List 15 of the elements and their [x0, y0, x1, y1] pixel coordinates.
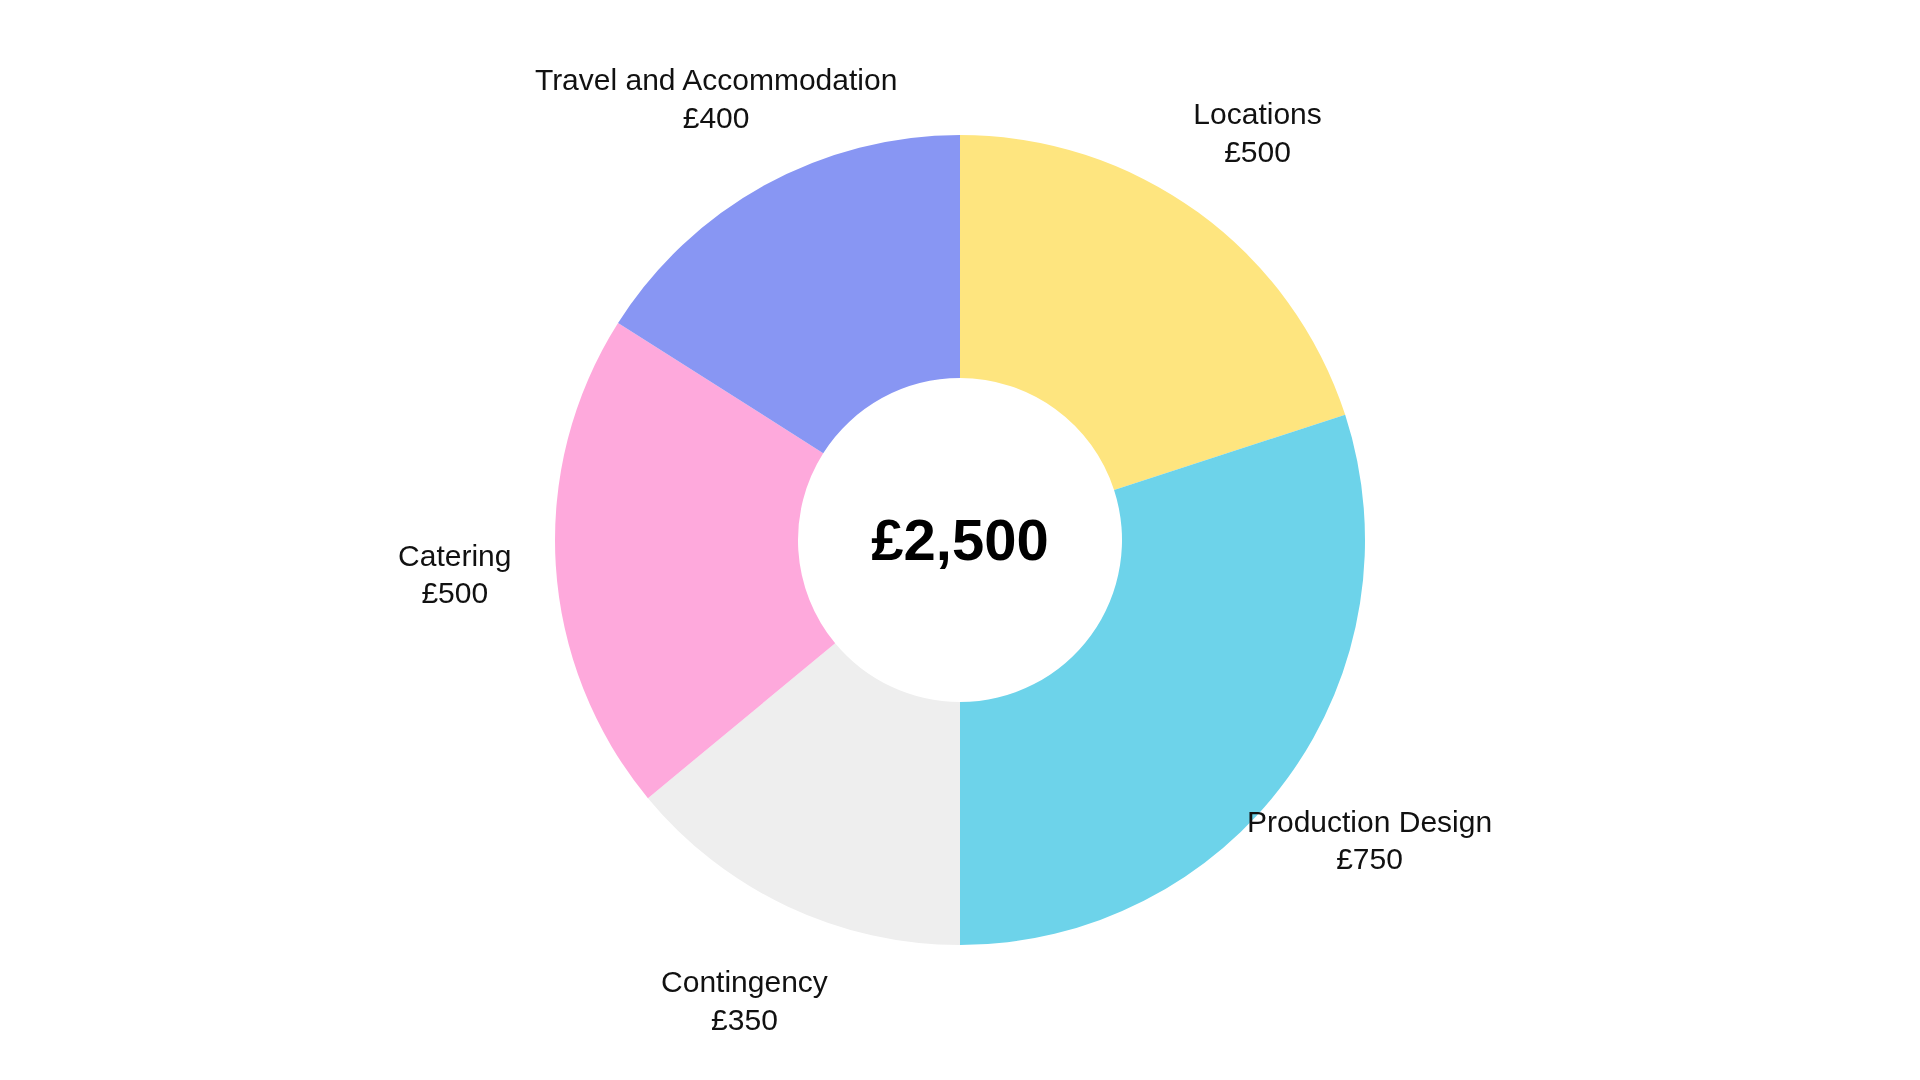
donut-slice: [555, 322, 836, 799]
text: £2,500: [871, 507, 1049, 573]
donut-slice: [647, 643, 960, 945]
data-label: £500: [1224, 134, 1291, 168]
data-label: £500: [421, 576, 489, 610]
data-label: £750: [1336, 842, 1403, 876]
donut-slice: [960, 135, 1346, 490]
slice-label: Contingency: [661, 965, 828, 999]
slice-label: Catering: [398, 538, 512, 572]
slice-label: Locations: [1193, 97, 1322, 131]
slice-label: Travel and Accommodation: [534, 63, 898, 97]
donut-slice: [618, 135, 960, 454]
data-label: £350: [711, 1002, 778, 1036]
data-label: £400: [682, 100, 750, 134]
slice-label: Production Design: [1246, 804, 1493, 838]
